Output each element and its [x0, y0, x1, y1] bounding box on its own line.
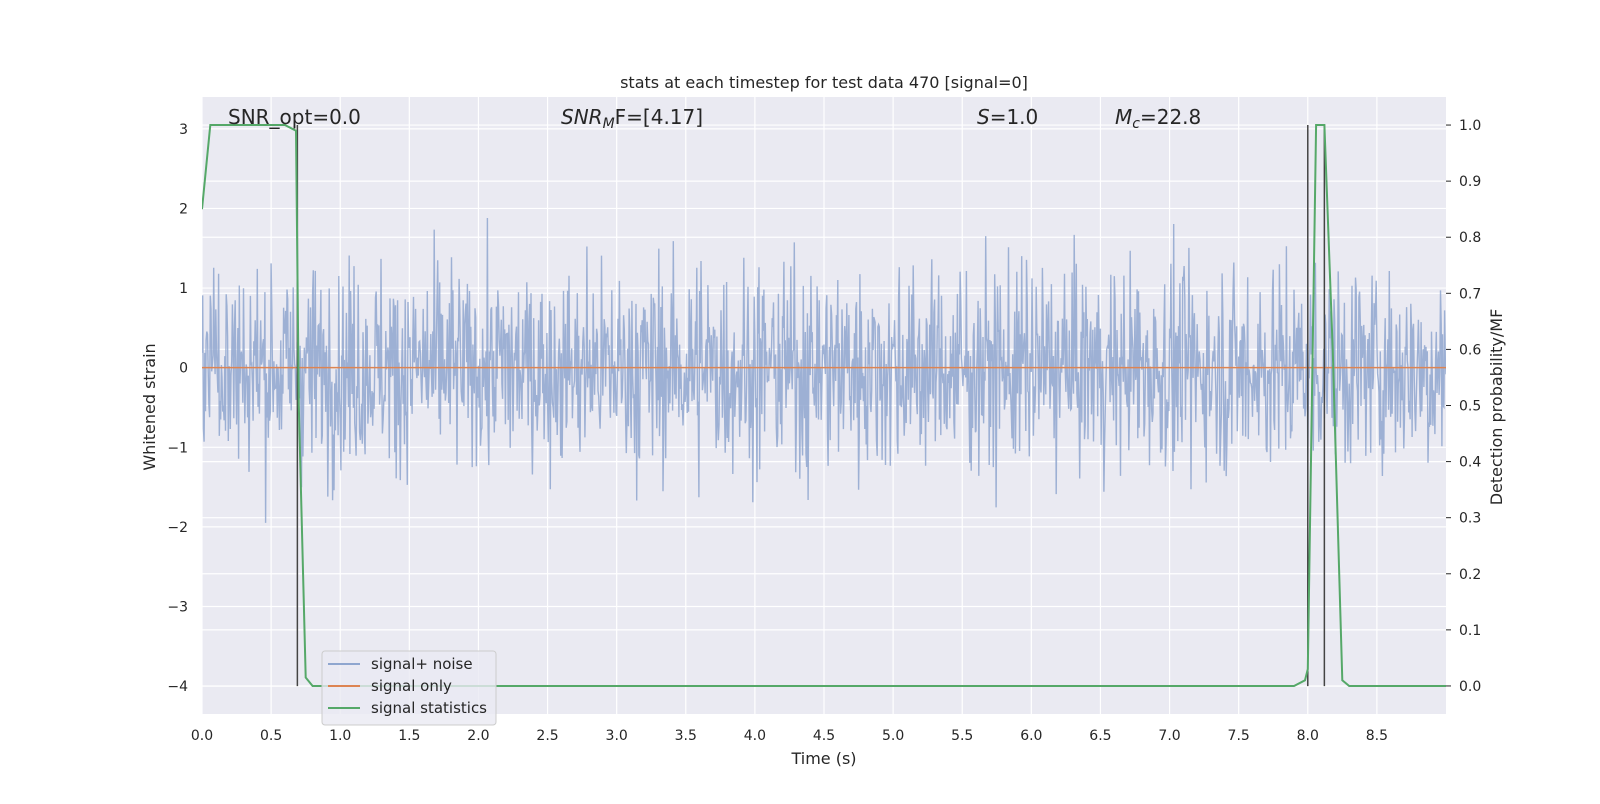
x-tick-label: 1.5: [398, 728, 420, 744]
right-axis-ticks: 1.0 0.9 0.8 0.7 0.6 0.5 0.4 0.3 0.2 0.1 0.0: [1446, 118, 1481, 695]
left-tick-label: −1: [167, 440, 188, 456]
right-tick-label: 1.0: [1459, 118, 1481, 134]
right-axis-label: Detection probability/MF: [1487, 309, 1506, 506]
right-tick-label: 0.4: [1459, 455, 1481, 471]
left-tick-label: 3: [179, 122, 188, 138]
annotation-mc: Mc=22.8: [1115, 105, 1201, 132]
x-tick-label: 1.0: [329, 728, 351, 744]
legend-label-signal-only: signal only: [371, 677, 452, 695]
annotation-s: S=1.0: [977, 105, 1038, 129]
right-tick-label: 0.5: [1459, 399, 1481, 415]
x-axis-label: Time (s): [790, 749, 856, 768]
x-tick-label: 5.0: [882, 728, 904, 744]
plot-data: [202, 124, 1446, 687]
left-tick-label: 0: [179, 361, 188, 377]
right-tick-label: 0.6: [1459, 342, 1481, 358]
s-label: S: [977, 105, 990, 129]
series-signal-noise: [202, 217, 1446, 523]
snr-mf-suffix: F=[4.17]: [615, 105, 703, 129]
left-tick-label: −3: [167, 600, 188, 616]
mc-value: =22.8: [1140, 105, 1201, 129]
right-tick-label: 0.8: [1459, 230, 1481, 246]
right-tick-label: 0.1: [1459, 623, 1481, 639]
left-axis-label: Whitened strain: [140, 343, 159, 470]
x-tick-label: 0.5: [260, 728, 282, 744]
snr-mf-prefix: SNR: [561, 105, 603, 129]
mc-label: M: [1115, 105, 1132, 129]
left-tick-label: 1: [179, 281, 188, 297]
right-tick-label: 0.0: [1459, 679, 1481, 695]
mc-sub: c: [1132, 116, 1140, 132]
x-tick-label: 8.0: [1297, 728, 1319, 744]
x-tick-label: 5.5: [951, 728, 973, 744]
annotation-snr-opt: SNR_opt=0.0: [228, 105, 361, 129]
left-axis-ticks: 3 2 1 0 −1 −2 −3 −4: [167, 122, 188, 695]
x-tick-label: 4.0: [744, 728, 766, 744]
x-tick-label: 2.5: [536, 728, 558, 744]
series-signal-statistics: [202, 124, 1446, 687]
x-tick-label: 8.5: [1366, 728, 1388, 744]
x-tick-label: 6.0: [1020, 728, 1042, 744]
x-tick-label: 6.5: [1089, 728, 1111, 744]
x-tick-label: 0.0: [191, 728, 213, 744]
left-tick-label: −4: [167, 679, 188, 695]
x-tick-label: 7.0: [1158, 728, 1180, 744]
x-tick-label: 3.5: [675, 728, 697, 744]
legend-box: [321, 650, 497, 726]
x-axis-ticks: 0.0 0.5 1.0 1.5 2.0 2.5 3.0 3.5 4.0 4.5 5.0 5.5 6.0 6…: [191, 728, 1388, 744]
x-tick-label: 3.0: [606, 728, 628, 744]
left-tick-label: −2: [167, 520, 188, 536]
right-tick-label: 0.3: [1459, 511, 1481, 527]
right-tick-label: 0.2: [1459, 567, 1481, 583]
x-tick-label: 7.5: [1228, 728, 1250, 744]
snr-mf-sub: M: [603, 116, 615, 132]
legend-label-signal-statistics: signal statistics: [371, 699, 487, 717]
right-tick-label: 0.7: [1459, 286, 1481, 302]
annotation-snr-mf: SNRMF=[4.17]: [561, 105, 703, 132]
x-tick-label: 4.5: [813, 728, 835, 744]
s-value: =1.0: [990, 105, 1039, 129]
chart-title: stats at each timestep for test data 470…: [620, 73, 1028, 92]
right-tick-label: 0.9: [1459, 174, 1481, 190]
legend-label-signal-noise: signal+ noise: [371, 655, 473, 673]
left-tick-label: 2: [179, 201, 188, 217]
x-tick-label: 2.0: [467, 728, 489, 744]
legend: signal+ noise signal only signal statist…: [321, 650, 497, 726]
